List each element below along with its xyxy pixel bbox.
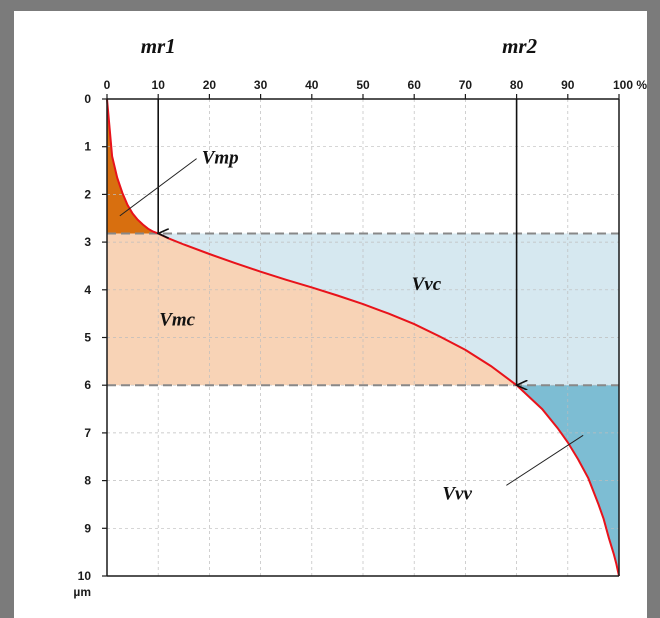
y-tick-label: 3 [84,235,91,249]
leader-lines [119,158,584,486]
frame-left [0,0,14,618]
x-tick-label: 100 % [613,78,647,92]
x-tick-label: 90 [561,78,575,92]
frame-top [0,0,660,11]
vvv-label: Vvv [442,484,472,505]
level-lines [107,232,619,387]
mr1-label: mr1 [141,34,176,58]
x-tick-label: 70 [459,78,473,92]
frame-right [647,0,660,618]
y-tick-label: 0 [84,92,91,106]
x-tick-label: 50 [356,78,370,92]
y-unit-label: µm [73,585,91,599]
region-vvc [158,233,619,386]
regions-layer [107,99,619,576]
vmc-label: Vmc [159,310,195,331]
x-axis-ticks: 0 10 20 30 40 50 60 70 80 90 100 % [104,78,647,99]
y-tick-label: 1 [84,140,91,154]
y-tick-label: 6 [84,378,91,392]
x-tick-label: 60 [408,78,422,92]
x-tick-label: 0 [104,78,111,92]
marker-arrows [158,99,516,385]
y-tick-label: 2 [84,187,91,201]
region-vmp [107,99,159,234]
x-tick-label: 40 [305,78,319,92]
y-tick-label: 10 [78,569,92,583]
bearing-area-curve [106,98,620,577]
y-tick-label: 7 [84,426,91,440]
vvc-label: Vvc [412,274,442,295]
x-tick-label: 30 [254,78,268,92]
x-tick-label: 80 [510,78,524,92]
x-tick-label: 10 [152,78,166,92]
y-axis-ticks: 0 1 2 3 4 5 6 7 8 9 10 [78,92,107,583]
y-tick-label: 4 [84,283,91,297]
y-tick-label: 5 [84,331,91,345]
vmp-label: Vmp [202,147,239,168]
y-tick-label: 9 [84,521,91,535]
mr2-label: mr2 [502,34,538,58]
y-tick-label: 8 [84,474,91,488]
leader-line-vvv [506,434,584,486]
x-tick-label: 20 [203,78,217,92]
leader-line-vmp [119,158,197,217]
